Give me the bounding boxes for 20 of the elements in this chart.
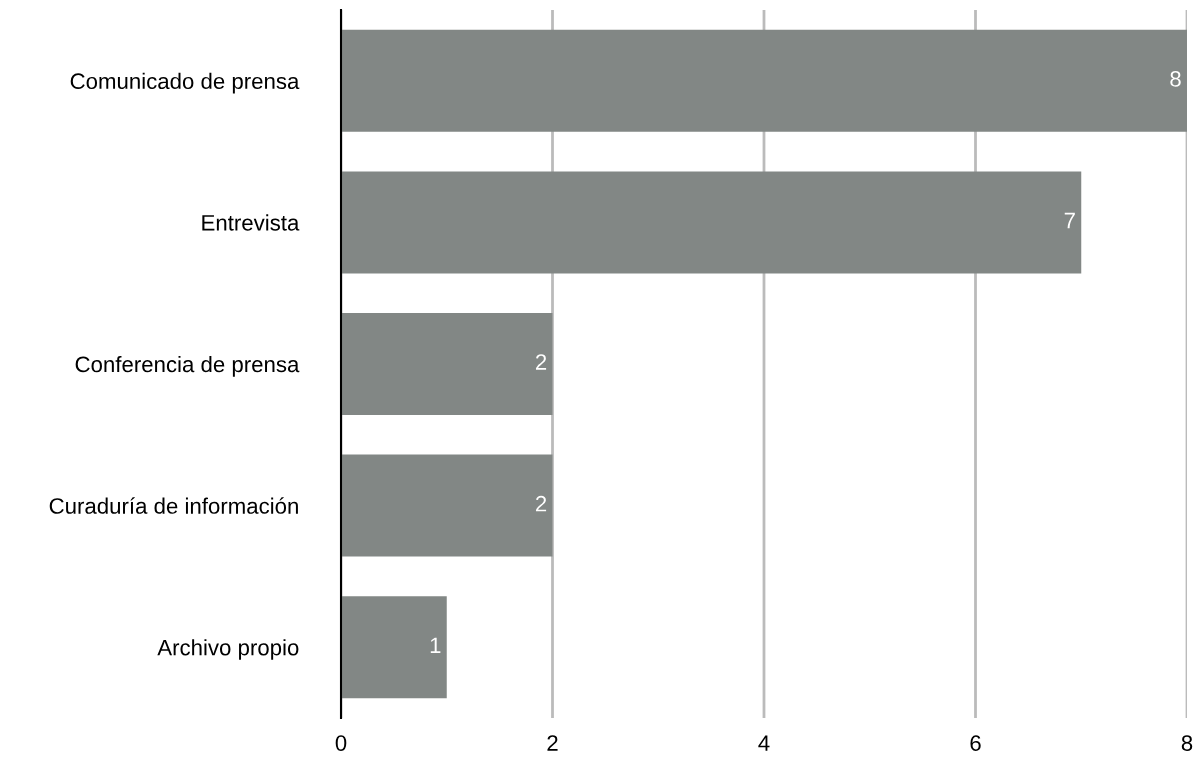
- y-tick-label: Curaduría de información: [49, 497, 298, 514]
- x-tick-label: 6: [970, 735, 981, 751]
- bar: [341, 596, 447, 699]
- data-label: 2: [535, 495, 547, 512]
- bar: [341, 29, 1187, 132]
- data-label: 8: [1170, 71, 1181, 87]
- y-tick-label: Archivo propio: [157, 639, 299, 660]
- x-tick-label: 0: [335, 735, 347, 751]
- data-label: 7: [1064, 212, 1075, 229]
- data-label: 1: [430, 637, 441, 653]
- y-tick-label: Conferencia de prensa: [75, 355, 300, 377]
- x-tick-label: 2: [547, 735, 558, 751]
- y-tick-label: Comunicado de prensa: [70, 72, 300, 94]
- bar: [341, 454, 553, 557]
- bar: [341, 313, 553, 415]
- bar: [341, 171, 1082, 274]
- x-tick-label: 8: [1181, 735, 1193, 751]
- x-tick-label: 4: [758, 735, 770, 751]
- data-label: 2: [535, 354, 547, 370]
- y-tick-label: Entrevista: [202, 214, 300, 231]
